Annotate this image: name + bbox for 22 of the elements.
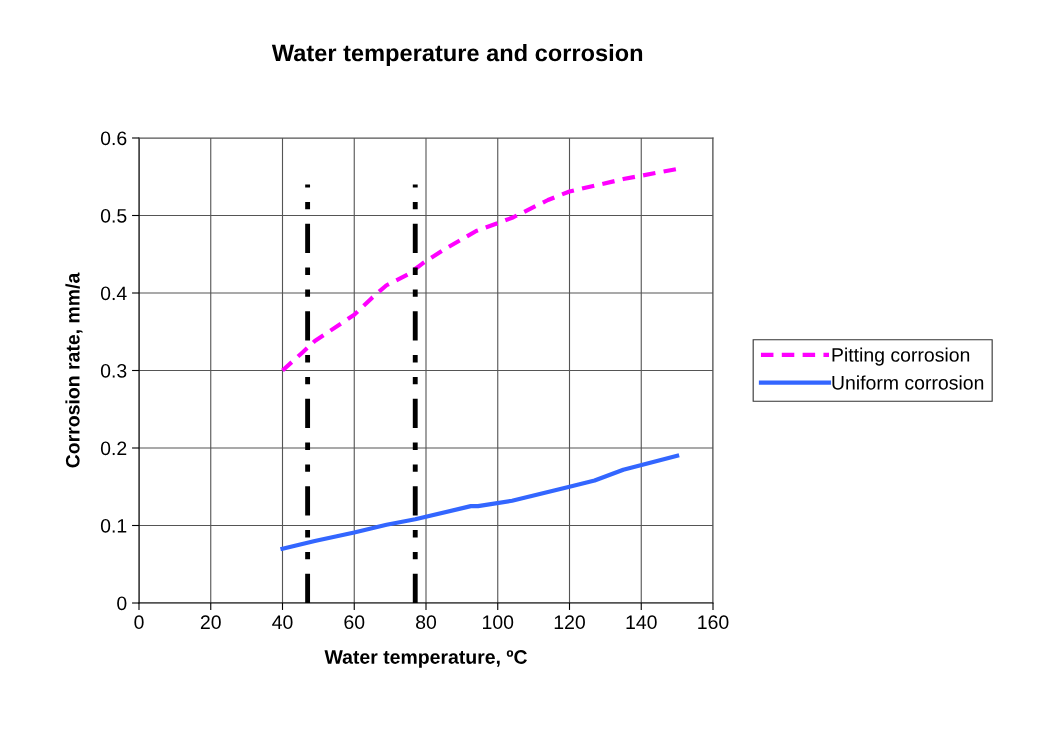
x-tick-label: 80 — [416, 615, 437, 630]
x-tick-label: 60 — [344, 615, 365, 630]
x-tick-label: 100 — [483, 615, 514, 630]
x-tick-label: 140 — [626, 615, 657, 630]
x-tick-label: 20 — [200, 615, 221, 630]
legend-label: Pitting corrosion — [832, 347, 970, 366]
y-tick-label: 0.6 — [100, 131, 127, 146]
legend-label: Uniform corrosion — [832, 375, 984, 390]
y-axis-title: Corrosion rate, mm/a — [65, 272, 83, 468]
y-tick-label: 0.2 — [100, 441, 127, 456]
x-axis-title: Water temperature, ºC — [324, 650, 527, 668]
x-tick-label: 160 — [698, 615, 729, 630]
chart-title: Water temperature and corrosion — [271, 44, 643, 66]
line-series — [280, 453, 680, 551]
y-tick-label: 0 — [117, 596, 127, 611]
y-tick-label: 0.1 — [100, 518, 127, 533]
x-tick-label: 0 — [134, 615, 144, 630]
x-tick-label: 40 — [272, 615, 293, 630]
x-tick-label: 120 — [554, 615, 585, 630]
y-tick-label: 0.3 — [100, 363, 127, 378]
y-tick-label: 0.5 — [100, 208, 127, 223]
y-tick-label: 0.4 — [100, 286, 127, 301]
